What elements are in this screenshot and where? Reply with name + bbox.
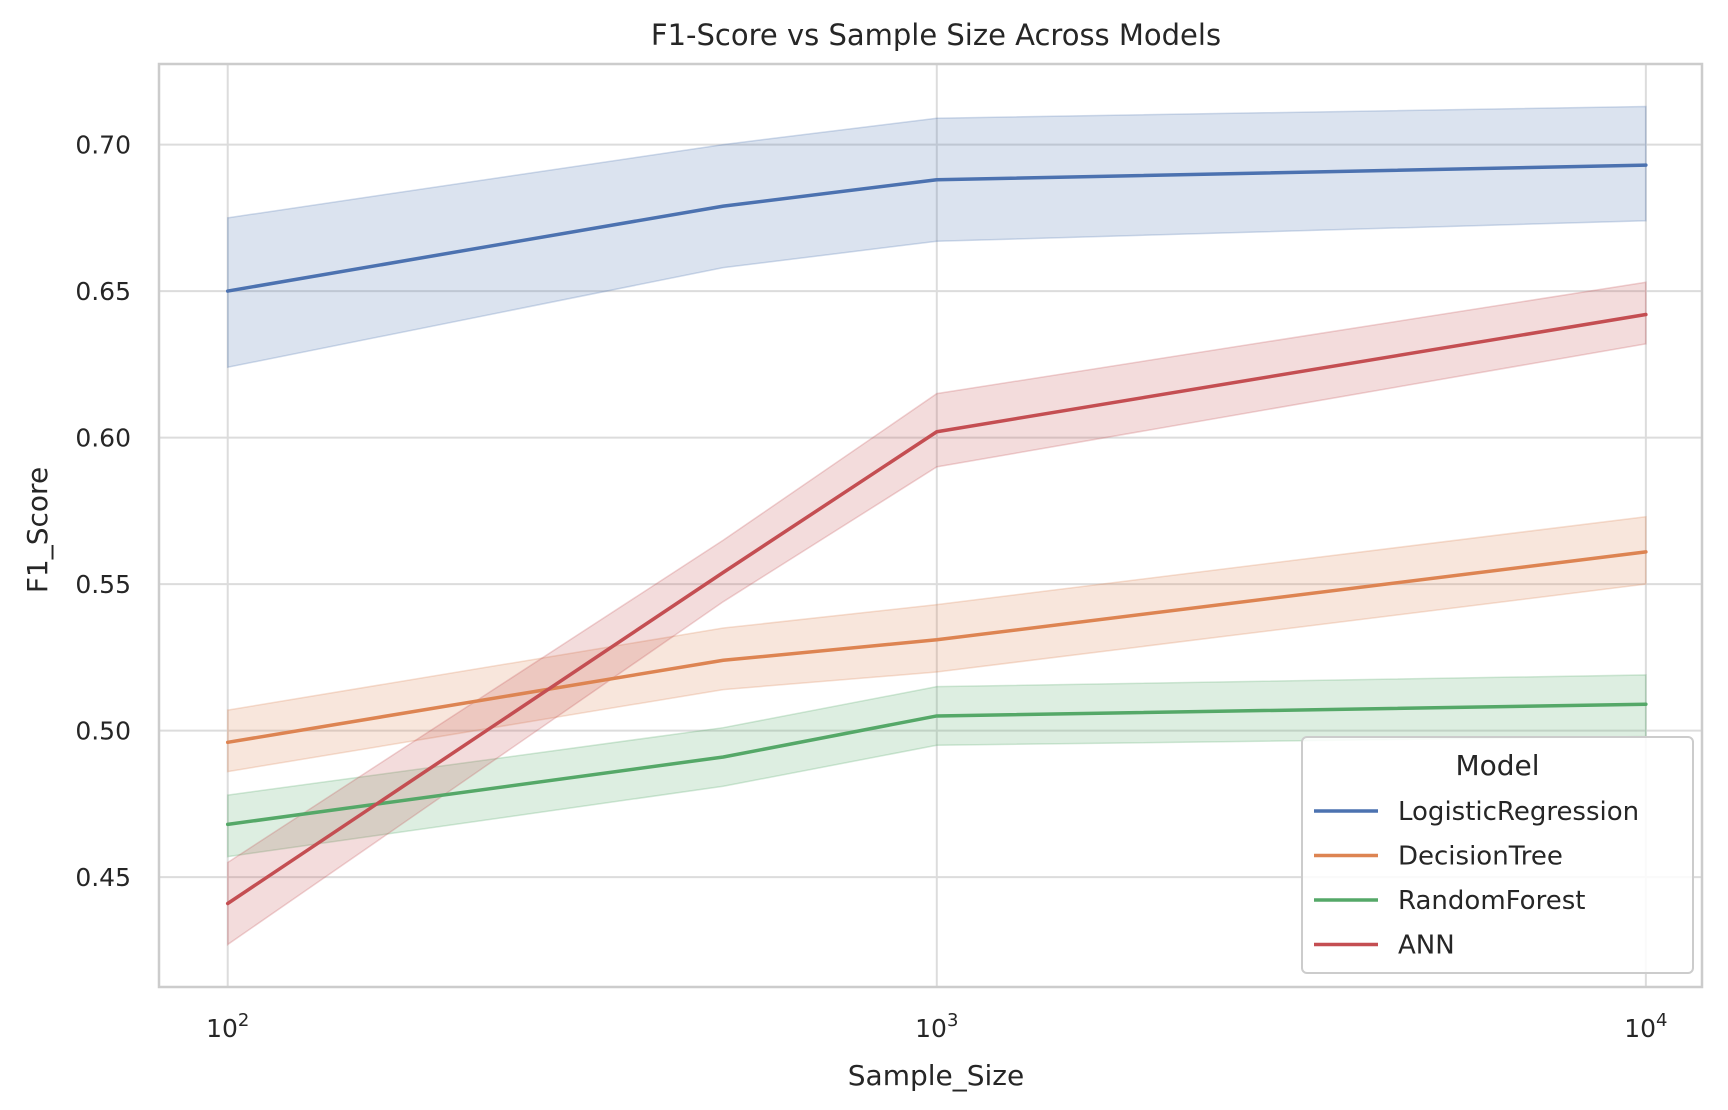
legend-label: ANN [1398,931,1455,961]
x-tick-labels: 102 103 104 [206,1010,1667,1043]
legend-title: Model [1455,749,1539,782]
y-tick-label: 0.60 [75,424,131,453]
legend-items: LogisticRegression DecisionTree RandomFore… [1314,797,1639,961]
y-tick-label: 0.70 [75,131,131,160]
y-tick-label: 0.50 [75,717,131,746]
series-line-decisiontree [225,550,1648,745]
legend-label: LogisticRegression [1398,797,1639,827]
chart-title: F1-Score vs Sample Size Across Models [651,18,1221,52]
x-tick-label: 102 [206,1010,249,1043]
legend: Model LogisticRegression DecisionTree Rand… [1301,736,1694,974]
x-tick-label: 103 [915,1010,958,1043]
legend-box [1301,736,1694,974]
series-line-logisticregression [225,163,1648,293]
series-line-ann [225,312,1648,906]
y-axis-label: F1_Score [21,467,54,593]
confidence-band-ann [226,281,1647,946]
x-axis-label: Sample_Size [848,1059,1024,1092]
x-tick-label: 104 [1624,1010,1667,1043]
y-tick-labels: 0.45 0.50 0.55 0.60 0.65 0.70 [75,131,131,893]
grid-lines [159,64,1702,987]
series-lines [225,163,1648,906]
plot-frame [157,62,1704,989]
legend-label: RandomForest [1398,886,1585,916]
y-tick-label: 0.45 [75,863,131,892]
confidence-band-decisiontree [226,515,1647,773]
y-tick-label: 0.65 [75,277,131,306]
series-line-randomforest [225,702,1648,827]
y-tick-label: 0.55 [75,570,131,599]
legend-label: DecisionTree [1398,842,1563,872]
